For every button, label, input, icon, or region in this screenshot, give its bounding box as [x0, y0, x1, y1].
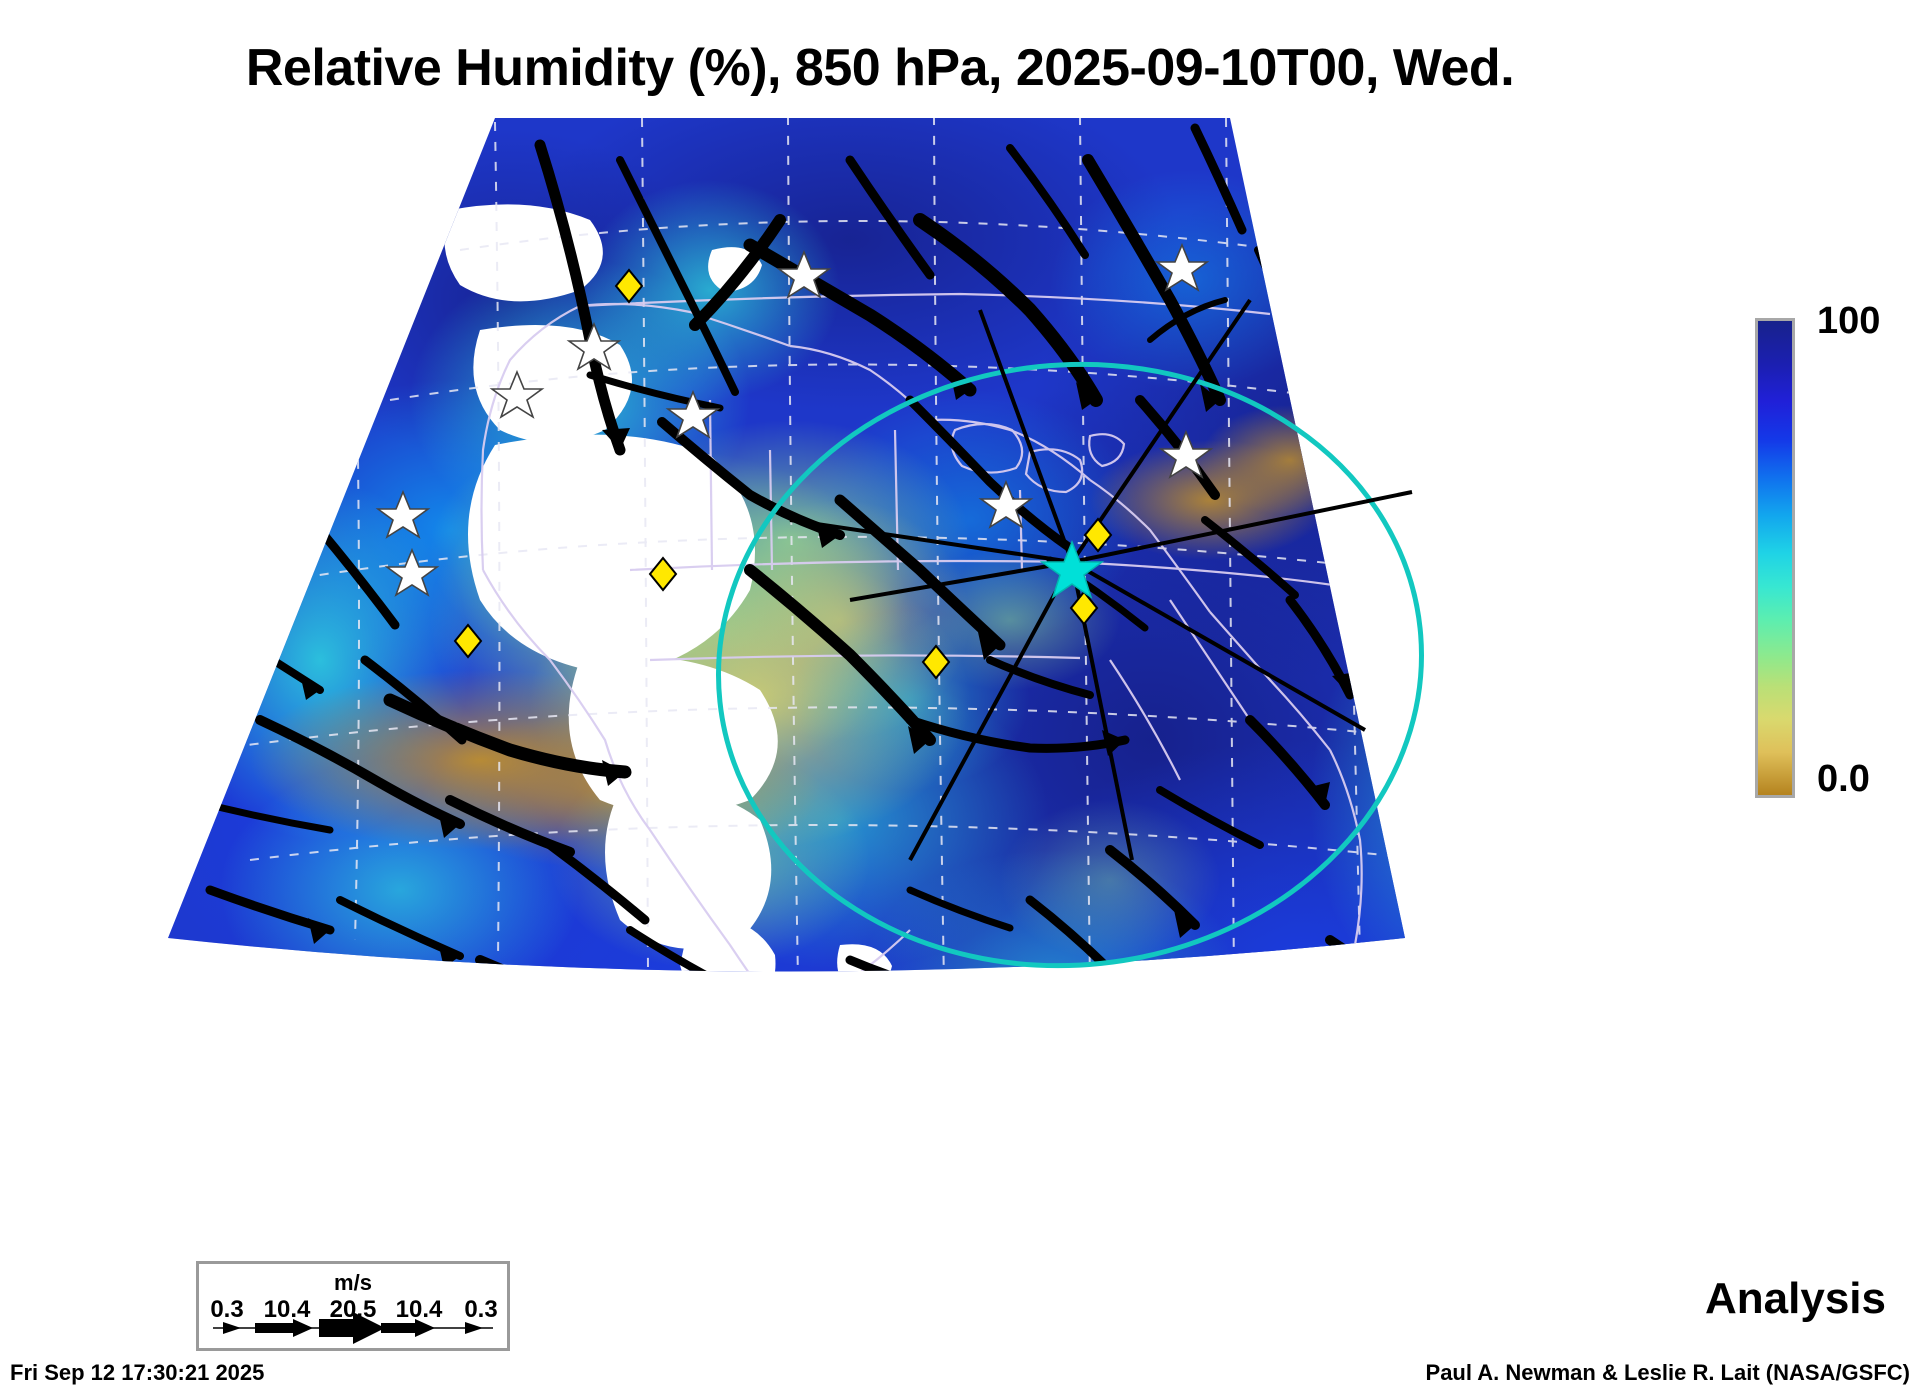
wind-legend-value-5: 0.3 [464, 1296, 498, 1323]
range-ring [716, 361, 1424, 969]
wind-legend-unit: m/s [334, 1270, 372, 1295]
page-title: Relative Humidity (%), 850 hPa, 2025-09-… [245, 39, 1515, 97]
colorbar-gradient [1755, 318, 1795, 798]
yellow-diamond-marker[interactable] [648, 556, 678, 592]
yellow-diamond-marker[interactable] [614, 268, 644, 304]
white-star-marker[interactable] [375, 242, 1214, 597]
wind-streamline-layer [186, 123, 1405, 972]
map-canvas [168, 118, 1424, 972]
yellow-diamond-marker[interactable] [453, 623, 483, 659]
author-credit: Paul A. Newman & Leslie R. Lait (NASA/GS… [1425, 1360, 1910, 1385]
cyan-star-marker[interactable] [1039, 539, 1105, 599]
colorbar-max-label: 100 [1817, 300, 1881, 342]
flight-track-radials [789, 298, 1413, 861]
wind-legend-arrows [213, 1312, 493, 1344]
colorbar: 100 0.0 [1755, 300, 1925, 848]
wind-speed-legend: m/s 0.3 10.4 20.5 10.4 0.3 [196, 1261, 510, 1351]
wind-legend-value-4: 10.4 [395, 1296, 443, 1323]
colorbar-min-label: 0.0 [1817, 758, 1870, 800]
wind-legend-value-2: 10.4 [263, 1296, 311, 1323]
analysis-label: Analysis [1705, 1274, 1886, 1323]
yellow-diamond-marker[interactable] [1083, 517, 1113, 553]
generation-timestamp: Fri Sep 12 17:30:21 2025 [10, 1360, 265, 1385]
wind-legend-value-1: 0.3 [210, 1296, 244, 1323]
marker-layer [375, 242, 1214, 680]
yellow-diamond-marker[interactable] [1069, 590, 1099, 626]
humidity-shading-layer [168, 118, 1405, 972]
yellow-diamond-marker[interactable] [921, 644, 951, 680]
map-plot [150, 100, 1710, 1200]
